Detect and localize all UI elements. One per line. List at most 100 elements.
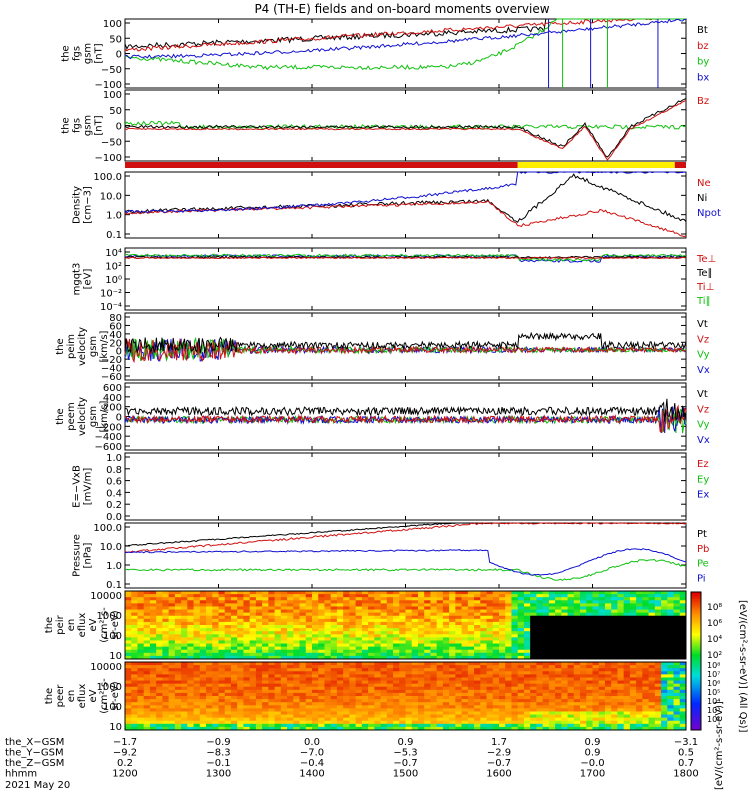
heatmap-cell (255, 714, 263, 719)
heatmap-cell (336, 689, 344, 694)
heatmap-cell (523, 699, 531, 703)
heatmap-cell (661, 655, 668, 660)
heatmap-cell (530, 705, 537, 709)
heatmap-cell (243, 677, 251, 682)
heatmap-cell (499, 628, 506, 632)
heatmap-cell (623, 680, 631, 685)
heatmap-cell (536, 615, 544, 620)
heatmap-cell (530, 649, 537, 654)
heatmap-cell (380, 594, 388, 598)
heatmap-cell (199, 603, 207, 607)
heatmap-cell (156, 662, 163, 666)
heatmap-cell (530, 723, 537, 728)
heatmap-cell (679, 631, 687, 635)
heatmap-cell (642, 671, 650, 675)
heatmap-cell (567, 612, 575, 617)
heatmap-cell (636, 597, 643, 601)
heatmap-cell (636, 609, 643, 614)
heatmap-cell (555, 671, 562, 675)
heatmap-cell (667, 621, 675, 626)
heatmap-cell (679, 705, 687, 709)
heatmap-cell (636, 634, 643, 638)
heatmap-cell (299, 726, 307, 731)
heatmap-cell (424, 625, 431, 629)
heatmap-cell (318, 655, 325, 660)
heatmap-cell (355, 723, 363, 728)
heatmap-cell (536, 692, 544, 697)
heatmap-cell (174, 726, 182, 731)
heatmap-cell (548, 643, 556, 648)
heatmap-cell (299, 594, 307, 598)
heatmap-cell (499, 720, 506, 725)
heatmap-cell (542, 705, 550, 709)
heatmap-cell (336, 625, 344, 629)
heatmap-cell (492, 594, 500, 598)
heatmap-cell (336, 668, 344, 672)
heatmap-cell (673, 628, 681, 632)
heatmap-cell (193, 634, 201, 638)
heatmap-cell (617, 637, 625, 641)
y-axis-label: the peem velocity gsm [km/s] (55, 397, 110, 436)
heatmap-cell (299, 686, 307, 691)
colorbar-cell (691, 709, 701, 713)
heatmap-cell (237, 714, 244, 719)
heatmap-cell (330, 640, 338, 645)
heatmap-cell (312, 615, 319, 620)
heatmap-cell (648, 668, 656, 672)
heatmap-cell (654, 705, 662, 709)
heatmap-cell (318, 609, 325, 614)
heatmap-cell (380, 696, 388, 700)
heatmap-cell (567, 603, 575, 607)
heatmap-cell (305, 677, 313, 682)
heatmap-cell (530, 677, 537, 682)
heatmap-cell (611, 680, 618, 685)
heatmap-cell (417, 720, 425, 725)
heatmap-cell (156, 723, 163, 728)
y-tick-label: 1.0 (106, 561, 122, 572)
heatmap-cell (449, 618, 456, 623)
heatmap-cell (299, 655, 307, 660)
heatmap-cell (555, 683, 562, 688)
heatmap-cell (230, 597, 238, 601)
heatmap-cell (430, 705, 438, 709)
heatmap-cell (561, 683, 569, 688)
x-axis-value: 0.9 (398, 737, 414, 748)
heatmap-cell (206, 680, 213, 685)
heatmap-cell (405, 702, 413, 706)
heatmap-cell (499, 649, 506, 654)
heatmap-cell (399, 640, 406, 645)
heatmap-cell (237, 720, 244, 725)
heatmap-cell (299, 674, 307, 678)
heatmap-cell (411, 696, 419, 700)
heatmap-cell (343, 696, 350, 700)
heatmap-cell (206, 689, 213, 694)
heatmap-cell (280, 612, 288, 617)
heatmap-cell (243, 600, 251, 604)
heatmap-cell (399, 708, 406, 712)
y-tick-label: 20 (109, 338, 122, 349)
heatmap-cell (673, 637, 681, 641)
heatmap-cell (611, 696, 618, 700)
heatmap-cell (679, 680, 687, 685)
heatmap-cell (212, 726, 219, 731)
heatmap-cell (318, 692, 325, 697)
heatmap-cell (243, 631, 251, 635)
heatmap-cell (499, 665, 506, 669)
heatmap-cell (230, 646, 238, 651)
heatmap-cell (318, 594, 325, 598)
heatmap-cell (249, 674, 257, 678)
heatmap-cell (324, 689, 332, 694)
heatmap-cell (548, 686, 556, 691)
y-tick-label: 0.0 (106, 512, 122, 523)
heatmap-cell (262, 686, 269, 691)
heatmap-cell (193, 594, 201, 598)
heatmap-cell (149, 696, 157, 700)
heatmap-cell (243, 618, 251, 623)
heatmap-cell (480, 591, 488, 595)
heatmap-cell (517, 612, 525, 617)
x-axis-row-label: the_X−GSM (5, 737, 64, 748)
y-tick-label: 10 (109, 722, 122, 733)
heatmap-cell (567, 714, 575, 719)
heatmap-cell (555, 680, 562, 685)
heatmap-cell (555, 603, 562, 607)
